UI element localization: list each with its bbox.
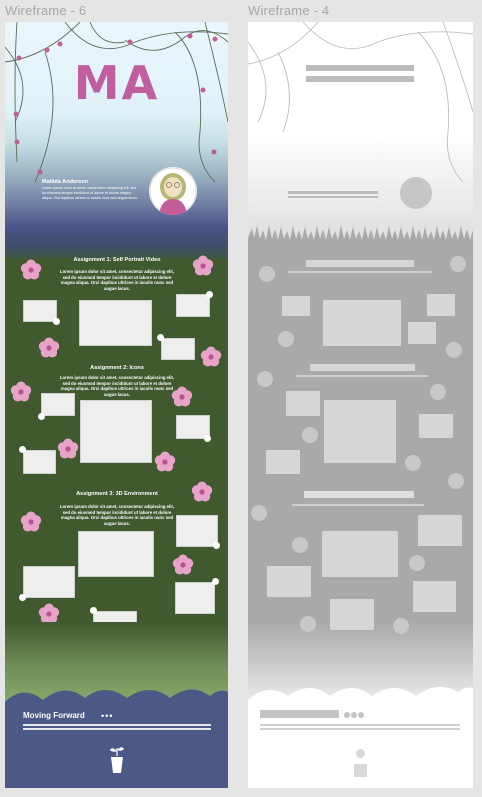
bio-name: Matilda Anderson (42, 179, 88, 185)
image-placeholder[interactable] (427, 294, 455, 316)
image-placeholder[interactable] (175, 582, 215, 614)
environment-placeholder[interactable] (322, 531, 398, 577)
assignment-1-text-placeholder (288, 271, 432, 273)
more-dots-icon[interactable] (351, 712, 357, 718)
resize-handle (157, 334, 164, 341)
sky-background (248, 112, 473, 252)
assignment-3-title: Assignment 3: 3D Environment (76, 491, 158, 497)
assignment-2-title: Assignment 2: Icons (90, 365, 144, 371)
divider (260, 724, 460, 726)
resize-handle (38, 413, 45, 420)
bio-text-placeholder (288, 196, 378, 198)
resize-handle (19, 446, 26, 453)
resize-handle (19, 594, 26, 601)
bio-text-placeholder (288, 191, 378, 194)
icon-placeholder[interactable] (324, 400, 396, 463)
pot-placeholder-icon[interactable] (354, 764, 367, 777)
resize-handle (53, 318, 60, 325)
footer-background (5, 702, 228, 788)
image-placeholder[interactable] (23, 300, 57, 322)
image-placeholder[interactable] (282, 296, 310, 316)
image-placeholder[interactable] (413, 581, 456, 612)
image-placeholder[interactable] (330, 599, 374, 630)
image-placeholder[interactable] (23, 450, 56, 474)
hills-decoration (248, 686, 473, 702)
wireframe-6-frame[interactable]: MA Matilda Anderson Lorem ipsum dolor si… (5, 22, 228, 788)
image-placeholder[interactable] (418, 515, 462, 546)
image-placeholder[interactable] (176, 294, 210, 317)
video-placeholder[interactable] (79, 300, 152, 346)
icon-placeholder[interactable] (80, 400, 152, 463)
assignment-2-text-placeholder (296, 375, 428, 377)
more-dots-icon[interactable]: ••• (101, 711, 114, 721)
frame-label-wireframe-4[interactable]: Wireframe - 4 (248, 3, 330, 18)
vines-decoration (5, 22, 228, 183)
portrait-icon (149, 167, 197, 215)
divider (23, 724, 211, 726)
more-dots-icon[interactable] (344, 712, 350, 718)
potted-sprout-icon[interactable] (108, 744, 126, 774)
sky-background (5, 22, 228, 262)
image-placeholder[interactable] (267, 566, 311, 597)
environment-placeholder[interactable] (78, 531, 154, 577)
logo-placeholder[interactable] (306, 76, 414, 82)
image-placeholder[interactable] (419, 414, 453, 438)
moving-forward-label[interactable]: Moving Forward (23, 711, 85, 720)
resize-handle (212, 578, 219, 585)
image-placeholder[interactable] (176, 515, 218, 547)
divider (23, 728, 211, 730)
image-placeholder[interactable] (266, 450, 300, 474)
avatar (149, 167, 197, 215)
assignment-3-text-placeholder (292, 504, 424, 506)
wireframe-4-frame[interactable] (248, 22, 473, 788)
assignment-1-title-placeholder (306, 260, 414, 267)
image-placeholder[interactable] (286, 391, 320, 416)
assignment-2-text: Lorem ipsum dolor sit amet, consectetur … (59, 375, 175, 398)
resize-handle (90, 607, 97, 614)
video-placeholder[interactable] (323, 300, 401, 346)
frame-label-wireframe-6[interactable]: Wireframe - 6 (5, 3, 87, 18)
vines-decoration (248, 22, 473, 182)
bio-text: Lorem ipsum dolor sit amet, consectetur … (42, 186, 138, 200)
image-placeholder[interactable] (23, 566, 75, 598)
resize-handle (206, 291, 213, 298)
flower-placeholders (251, 256, 466, 634)
assignment-3-text: Lorem ipsum dolor sit amet, consectetur … (59, 504, 175, 527)
grass-fringe (248, 225, 473, 252)
resize-handle (213, 542, 220, 549)
resize-handle (204, 435, 211, 442)
assignment-2-title-placeholder (310, 364, 415, 371)
image-placeholder[interactable] (408, 322, 436, 344)
assignment-1-title: Assignment 1: Self Portrait Video (73, 257, 161, 263)
assignment-1-text: Lorem ipsum dolor sit amet, consectetur … (59, 269, 175, 292)
more-dots-icon[interactable] (358, 712, 364, 718)
logo-placeholder[interactable] (306, 65, 414, 71)
avatar-placeholder (400, 177, 432, 209)
logo-text[interactable]: MA (73, 56, 160, 110)
image-placeholder[interactable] (161, 338, 195, 360)
image-placeholder[interactable] (41, 393, 75, 416)
divider (260, 728, 460, 730)
moving-forward-placeholder[interactable] (260, 710, 339, 718)
assignment-3-title-placeholder (304, 491, 414, 498)
sprout-placeholder-icon (356, 749, 365, 758)
hill-background (5, 622, 228, 702)
